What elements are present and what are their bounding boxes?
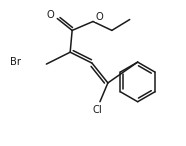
Text: O: O (46, 9, 54, 20)
Text: Cl: Cl (92, 105, 102, 115)
Text: Br: Br (9, 57, 20, 67)
Text: O: O (96, 12, 104, 22)
